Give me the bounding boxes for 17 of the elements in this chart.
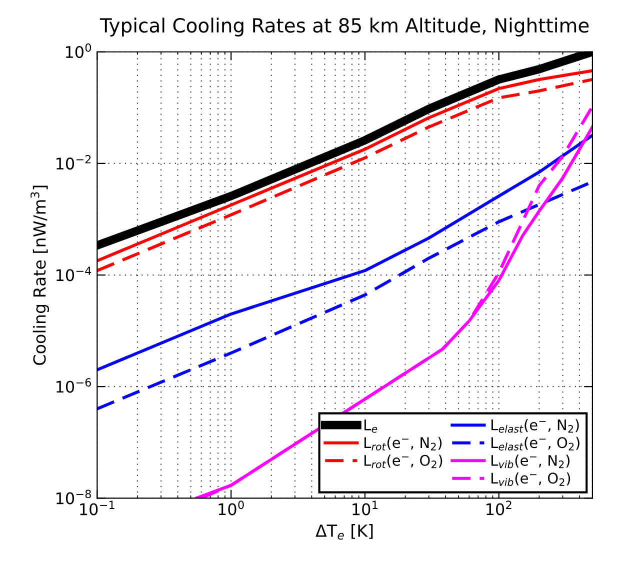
x-axis-title: ΔT$_{e}$ [K] (316, 524, 373, 540)
y-tick-label: 10$^{0}$ (66, 43, 92, 58)
y-tick-label: 10$^{−4}$ (56, 266, 92, 282)
x-tick-label: 10$^{2}$ (486, 500, 512, 516)
y-tick-label: 10$^{−2}$ (56, 154, 91, 170)
y-axis-title: Cooling Rate [nW/m$^{3}$] (30, 186, 50, 365)
legend-label: L$_{elast}$(e$^{−}$, O$_{2}$) (492, 436, 580, 450)
chart-title: Typical Cooling Rates at 85 km Altitude, Nighttime (100, 18, 589, 36)
legend-label: L$_{elast}$(e$^{−}$, N$_{2}$) (492, 419, 579, 433)
x-tick-label: 10$^{1}$ (352, 500, 378, 516)
legend-label: L$_{rot}$(e$^{−}$, N$_{2}$) (364, 436, 442, 450)
x-tick-label: 10$^{0}$ (218, 500, 244, 516)
y-tick-label: 10$^{−6}$ (56, 378, 92, 393)
legend-label: L$_{vib}$(e$^{−}$, N$_{2}$) (492, 454, 570, 468)
legend-label: L$_{vib}$(e$^{−}$, O$_{2}$) (492, 472, 570, 486)
legend-label: L$_{rot}$(e$^{−}$, O$_{2}$) (364, 454, 442, 468)
legend-label: L$_{e}$ (364, 420, 378, 433)
